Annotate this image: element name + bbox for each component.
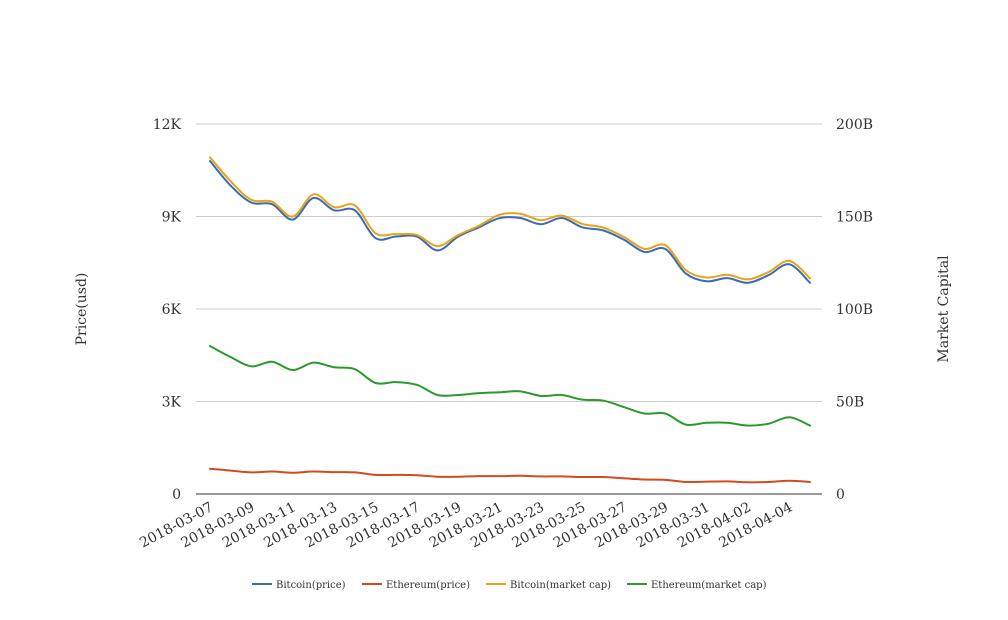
axes: 0 3K 6K 9K 12K 0 50B 100B 150B 200B Price(usd) Mark… (74, 117, 952, 551)
y-left-tick-label: 12K (153, 117, 182, 133)
y-left-axis-title: Price(usd) (74, 273, 90, 346)
y-left-tick-label: 6K (162, 302, 182, 318)
y-right-tick-label: 150B (836, 210, 873, 226)
series-line-ethereum-price (209, 467, 811, 484)
y-right-tick-label: 0 (836, 487, 845, 503)
y-right-tick-label: 200B (836, 117, 873, 133)
y-left-tick-label: 0 (172, 487, 181, 503)
y-right-axis-title: Market Capital (936, 255, 952, 363)
y-left-tick-label: 9K (162, 210, 182, 226)
legend-label: Bitcoin(market cap) (510, 580, 611, 591)
y-left-tick-label: 3K (162, 395, 182, 411)
legend-label: Bitcoin(price) (276, 580, 346, 591)
series-line-ethereum-market-cap (209, 345, 811, 427)
legend: Bitcoin(price) Ethereum(price) Bitcoin(mar… (252, 580, 767, 591)
y-right-tick-label: 50B (836, 395, 864, 411)
series-lines (209, 156, 811, 484)
legend-label: Ethereum(market cap) (651, 580, 767, 591)
gridlines (196, 123, 822, 495)
series-line-bitcoin-market-cap (209, 156, 811, 281)
series-line-bitcoin-price (209, 160, 811, 284)
y-right-tick-label: 100B (836, 302, 873, 318)
legend-label: Ethereum(price) (386, 580, 470, 591)
